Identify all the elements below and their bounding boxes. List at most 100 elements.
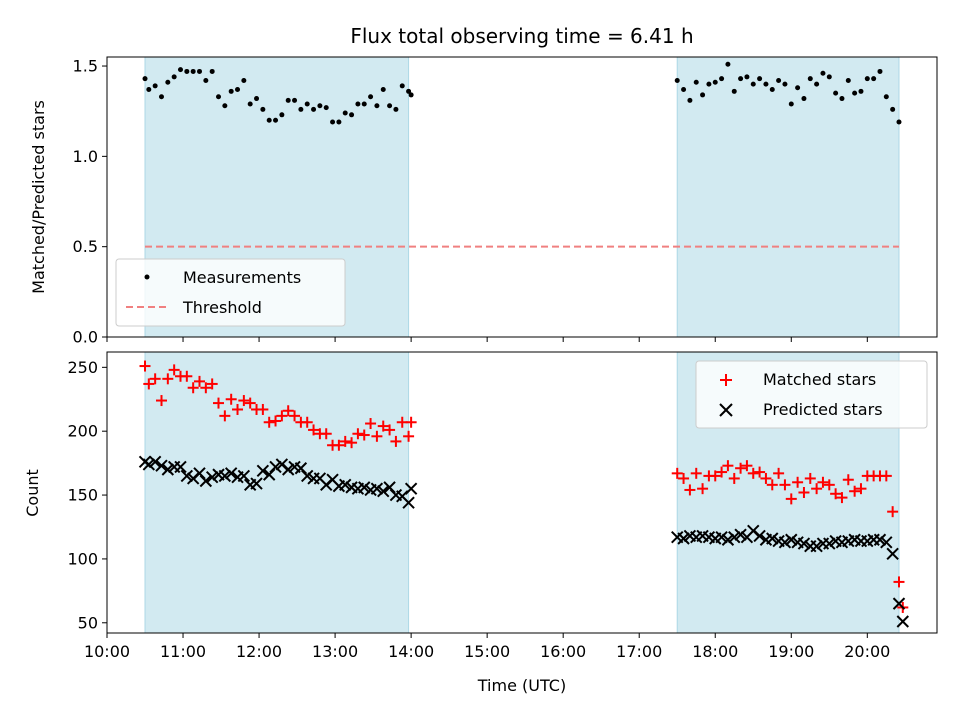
bottom-y-tick-label: 150 — [67, 486, 98, 505]
predicted-star-point — [404, 482, 418, 495]
predicted-star-point — [873, 533, 887, 546]
matched-star-point — [238, 395, 250, 407]
matched-star-point — [709, 470, 721, 482]
predicted-star-point — [269, 460, 282, 474]
measurement-point — [241, 77, 247, 83]
matched-star-point — [301, 416, 313, 428]
predicted-star-point — [281, 463, 295, 476]
matched-star-point — [830, 488, 842, 500]
measurement-point — [152, 83, 158, 89]
measurement-point — [776, 77, 782, 83]
bottom-legend: Matched stars Predicted stars — [695, 360, 928, 429]
matched-star-point — [836, 492, 848, 504]
matched-star-point — [728, 472, 740, 484]
measurement-point — [801, 96, 807, 102]
measurement-point — [871, 76, 877, 82]
measurement-point — [380, 87, 386, 93]
matched-star-point — [377, 420, 389, 432]
predicted-star-point — [810, 539, 823, 553]
bottom-y-tick-label: 100 — [67, 549, 98, 568]
matched-star-point — [887, 506, 899, 518]
predicted-star-point — [161, 463, 175, 476]
bottom-axes-frame — [106, 351, 938, 634]
matched-star-point — [671, 467, 683, 479]
predicted-star-point — [766, 532, 779, 545]
top-axes-frame — [106, 56, 938, 338]
matched-star-point — [403, 430, 415, 442]
matched-star-point — [773, 467, 785, 479]
x-axis-label: Time (UTC) — [477, 676, 566, 695]
matched-star-point — [741, 460, 753, 472]
matched-star-point — [405, 416, 417, 428]
legend-predicted-label: Predicted stars — [763, 400, 883, 419]
measurement-point — [317, 103, 323, 109]
top-y-tick-label: 1.5 — [73, 57, 98, 76]
measurement-point — [273, 117, 279, 123]
matched-star-point — [766, 479, 778, 491]
matched-star-point — [735, 462, 747, 474]
predicted-star-point — [256, 464, 270, 477]
matched-star-point — [244, 397, 256, 409]
matched-star-point — [390, 435, 402, 447]
matched-star-point — [257, 403, 269, 415]
measurement-point — [738, 76, 744, 82]
matched-star-point — [139, 360, 151, 372]
predicted-star-point — [886, 547, 899, 561]
predicted-star-point — [142, 458, 156, 471]
matched-star-point — [823, 479, 835, 491]
matched-star-point — [384, 424, 396, 436]
measurement-point — [820, 70, 826, 76]
matched-star-point — [371, 430, 383, 442]
measurement-point — [336, 119, 342, 125]
matched-star-point — [785, 493, 797, 505]
measurement-point — [355, 101, 361, 107]
x-tick-label: 20:00 — [844, 642, 890, 661]
matched-star-point — [747, 467, 759, 479]
measurement-point — [833, 90, 839, 96]
predicted-star-point — [677, 532, 690, 545]
predicted-star-point — [180, 469, 194, 483]
x-tick-label: 13:00 — [312, 642, 358, 661]
legend-measurements-marker — [144, 274, 150, 280]
top-y-tick-label: 1.0 — [73, 147, 98, 166]
measurement-point — [171, 74, 177, 80]
matched-star-point — [811, 483, 823, 495]
measurement-point — [190, 68, 196, 74]
bottom-y-tick-label: 200 — [67, 422, 98, 441]
measurement-point — [744, 74, 750, 80]
top-y-axis-label: Matched/Predicted stars — [29, 100, 48, 294]
measurement-point — [177, 67, 183, 73]
measurement-point — [795, 85, 801, 91]
measurement-point — [706, 81, 712, 87]
legend-threshold-label: Threshold — [182, 298, 262, 317]
matched-star-point — [880, 470, 892, 482]
matched-stars-series — [139, 360, 909, 613]
measurement-point — [184, 68, 190, 74]
x-tick-label: 12:00 — [236, 642, 282, 661]
bottom-y-axis-label: Count — [23, 469, 42, 517]
measurement-point — [142, 76, 148, 82]
bottom-legend-box — [695, 360, 928, 429]
measurement-point — [782, 81, 788, 87]
measurement-point — [222, 103, 228, 109]
measurement-point — [814, 81, 820, 87]
predicted-star-point — [880, 536, 893, 549]
matched-star-point — [346, 437, 358, 449]
predicted-star-point — [823, 537, 836, 550]
matched-star-point — [200, 382, 212, 394]
chart-title: Flux total observing time = 6.41 h — [350, 24, 693, 48]
predicted-stars-series — [138, 455, 909, 628]
predicted-star-point — [377, 485, 390, 498]
measurement-point — [330, 119, 336, 125]
x-tick-label: 15:00 — [464, 642, 510, 661]
matched-star-point — [678, 472, 690, 484]
predicted-star-point — [237, 469, 251, 483]
measurement-point — [387, 103, 393, 109]
x-tick-label: 10:00 — [84, 642, 130, 661]
matched-star-point — [194, 375, 206, 387]
matched-star-point — [365, 418, 377, 430]
matched-star-point — [155, 395, 167, 407]
measurement-point — [165, 79, 171, 85]
measurement-point — [266, 117, 272, 123]
matched-star-point — [358, 429, 370, 441]
